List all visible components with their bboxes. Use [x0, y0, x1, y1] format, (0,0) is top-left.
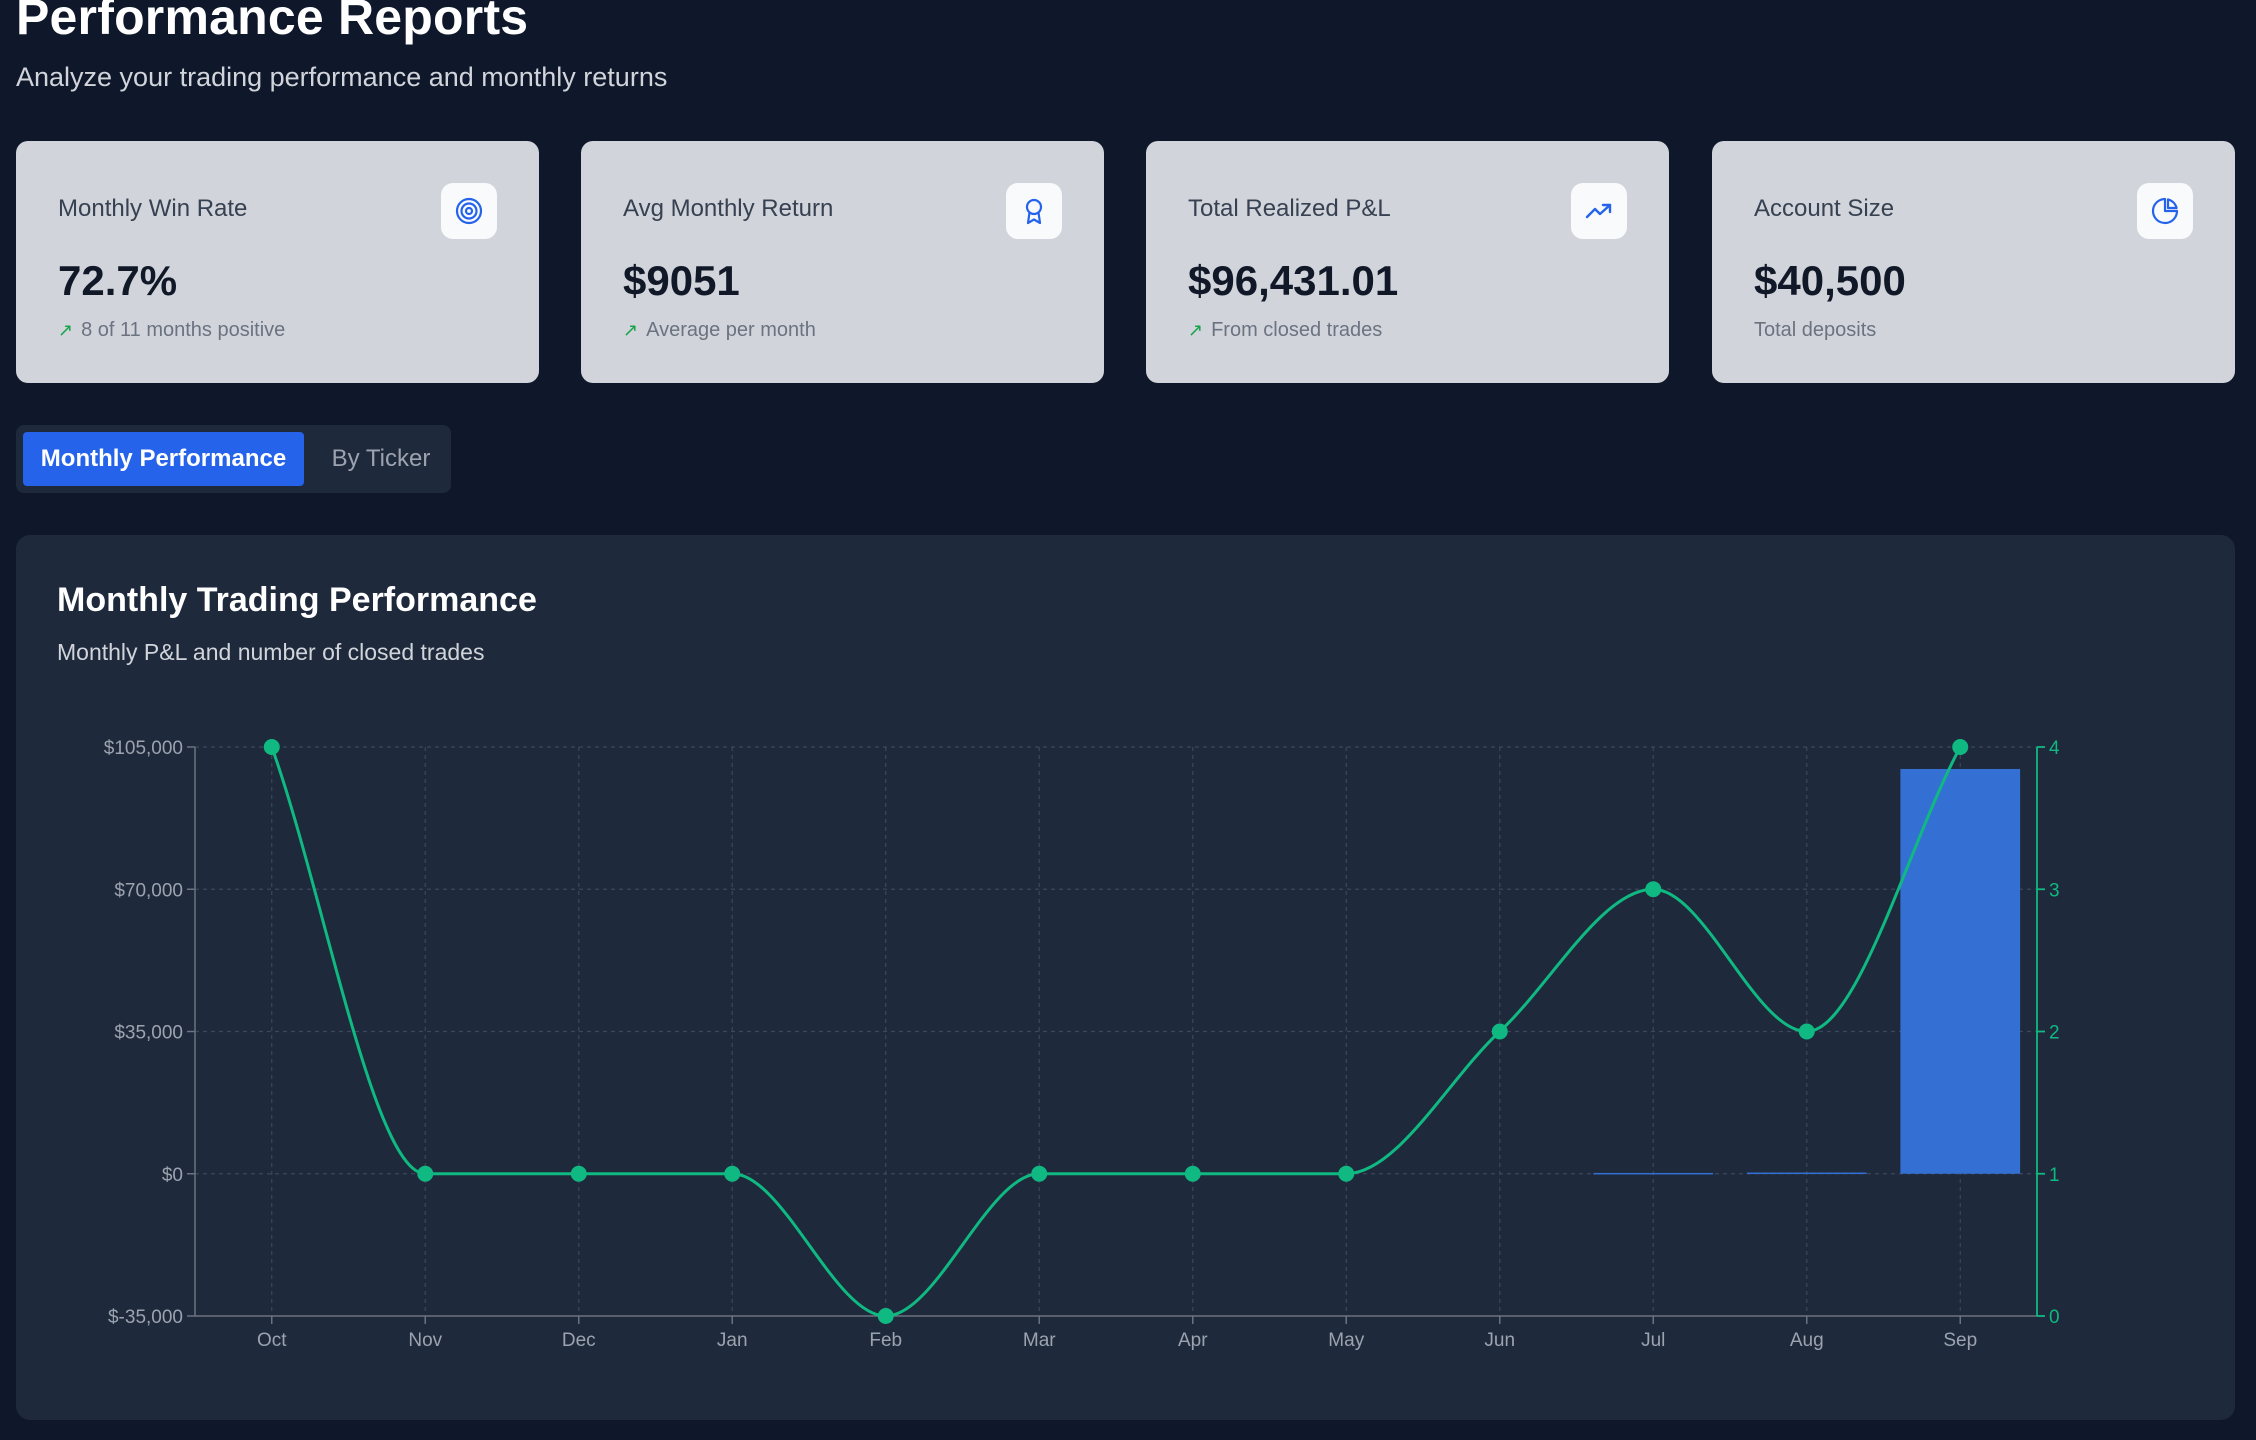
trades-line — [270, 746, 1962, 1318]
trades-point — [1798, 1023, 1815, 1040]
arrow-up-right-icon: ↗ — [58, 320, 74, 340]
award-icon — [1006, 183, 1062, 239]
chart-panel: Monthly Trading Performance Monthly P&L … — [16, 535, 2235, 1420]
stat-note: From closed trades — [1211, 319, 1383, 341]
trades-point — [1338, 1165, 1355, 1182]
pnl-bar — [1593, 1172, 1714, 1175]
stat-card-total-pnl: Total Realized P&L $96,431.01 ↗ From clo… — [1146, 141, 1669, 383]
stat-card-win-rate: Monthly Win Rate 72.7% ↗ 8 of 11 months … — [16, 141, 539, 383]
pie-chart-icon — [2137, 183, 2193, 239]
x-tick-label: Jul — [1641, 1330, 1665, 1351]
y-right-tick-label: 2 — [2049, 1023, 2060, 1044]
x-tick-label: Mar — [1023, 1330, 1056, 1351]
stat-note-row: Total deposits — [1754, 319, 1876, 342]
trades-point — [877, 1308, 894, 1324]
arrow-up-right-icon: ↗ — [1188, 320, 1204, 340]
trades-point — [724, 1165, 741, 1182]
stat-note: Total deposits — [1754, 319, 1877, 341]
y-right-tick-label: 1 — [2049, 1165, 2060, 1186]
x-tick-label: Dec — [562, 1330, 596, 1351]
y-right-tick-label: 3 — [2049, 880, 2060, 901]
stat-note-row: ↗ Average per month — [623, 319, 816, 342]
y-left-tick-label: $105,000 — [104, 738, 183, 759]
tab-by-ticker[interactable]: By Ticker — [331, 445, 431, 472]
stat-note-row: ↗ 8 of 11 months positive — [58, 319, 285, 342]
stat-card-account-size: Account Size $40,500 Total deposits — [1712, 141, 2235, 383]
x-tick-label: Feb — [869, 1330, 902, 1351]
y-right-tick-label: 0 — [2049, 1307, 2060, 1328]
x-tick-label: Oct — [257, 1330, 287, 1351]
trades-point — [417, 1165, 434, 1182]
trades-point — [1952, 739, 1969, 755]
tab-monthly-performance[interactable]: Monthly Performance — [23, 432, 304, 486]
pnl-bar — [1746, 1172, 1867, 1175]
stat-value: $40,500 — [1754, 257, 1906, 304]
stat-note: 8 of 11 months positive — [81, 319, 286, 341]
trades-point — [1031, 1165, 1048, 1182]
x-tick-label: Aug — [1790, 1330, 1824, 1351]
arrow-up-right-icon: ↗ — [623, 320, 639, 340]
trending-up-icon — [1571, 183, 1627, 239]
x-tick-label: Nov — [408, 1330, 442, 1351]
trades-point — [1184, 1165, 1201, 1182]
stats-cards: Monthly Win Rate 72.7% ↗ 8 of 11 months … — [16, 141, 2235, 383]
stat-note-row: ↗ From closed trades — [1188, 319, 1382, 342]
report-tabs: Monthly Performance By Ticker — [16, 425, 451, 493]
y-right-tick-label: 4 — [2049, 738, 2060, 759]
y-left-tick-label: $0 — [162, 1165, 183, 1186]
x-tick-label: Jan — [717, 1330, 748, 1351]
x-tick-label: May — [1328, 1330, 1364, 1351]
y-left-tick-label: $70,000 — [114, 880, 183, 901]
y-left-tick-label: $35,000 — [114, 1023, 183, 1044]
monthly-performance-chart: $-35,000 $0 $35,000 $70,000 $105,000 Oct Nov De… — [104, 738, 2060, 1351]
target-icon — [441, 183, 497, 239]
chart-subtitle: Monthly P&L and number of closed trades — [57, 639, 485, 665]
x-tick-label: Jun — [1484, 1330, 1515, 1351]
trades-point — [570, 1165, 587, 1182]
x-tick-label: Apr — [1178, 1330, 1208, 1351]
stat-label: Total Realized P&L — [1188, 195, 1391, 222]
stat-card-avg-return: Avg Monthly Return $9051 ↗ Average per m… — [581, 141, 1104, 383]
stat-value: 72.7% — [58, 257, 178, 304]
chart-title: Monthly Trading Performance — [57, 581, 537, 619]
x-tick-label: Sep — [1943, 1330, 1977, 1351]
trades-point — [1491, 1023, 1508, 1040]
trades-point — [1645, 881, 1662, 898]
stat-label: Monthly Win Rate — [58, 195, 248, 222]
stat-label: Avg Monthly Return — [623, 195, 834, 222]
trades-point — [263, 739, 280, 755]
pnl-bar — [1900, 768, 2021, 1174]
stat-value: $96,431.01 — [1188, 257, 1399, 304]
page-subtitle: Analyze your trading performance and mon… — [16, 62, 668, 92]
page-title: Performance Reports — [16, 0, 529, 45]
y-left-tick-label: $-35,000 — [108, 1307, 183, 1328]
stat-note: Average per month — [646, 319, 816, 341]
stat-label: Account Size — [1754, 195, 1895, 222]
stat-value: $9051 — [623, 257, 740, 304]
